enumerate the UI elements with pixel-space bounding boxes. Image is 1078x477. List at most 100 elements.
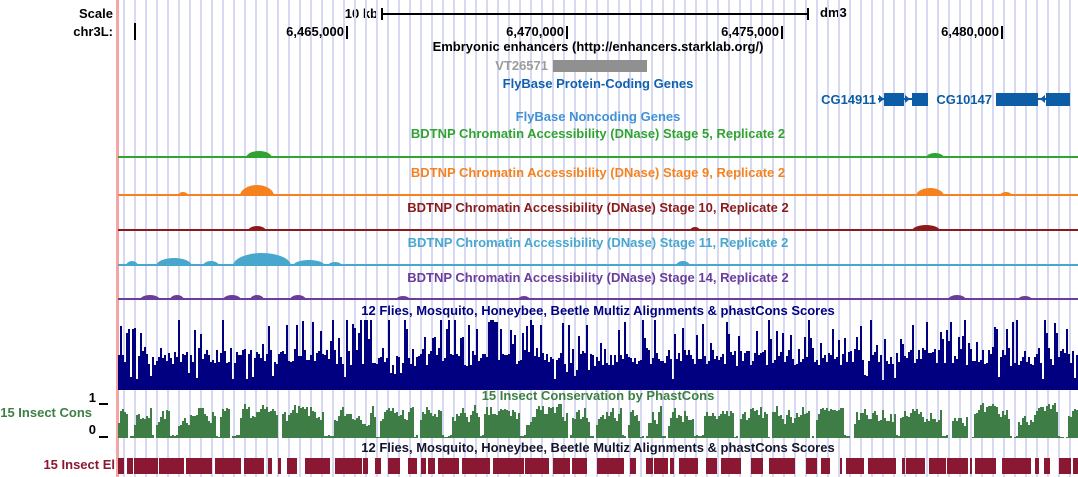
insect-els-track[interactable] [118, 457, 1078, 474]
track-label-multiz-elements[interactable]: 12 Flies, Mosquito, Honeybee, Beetle Mul… [361, 440, 835, 455]
phastcons-left-label[interactable]: 15 Insect Cons [0, 405, 92, 420]
dnase-signal-line-2[interactable] [118, 217, 1078, 231]
multiz-bar [1066, 329, 1068, 390]
multiz-bar [892, 364, 894, 390]
multiz-bar [398, 357, 400, 390]
enhancer-item-box[interactable] [553, 60, 647, 72]
track-label-dnase-2[interactable]: BDTNP Chromatin Accessibility (DNase) St… [407, 200, 789, 215]
multiz-bar [320, 331, 322, 390]
multiz-bar [828, 353, 830, 390]
multiz-bar [130, 377, 132, 390]
conserved-element-block [654, 458, 668, 474]
dnase-signal-line-3[interactable] [118, 252, 1078, 266]
gene-name-label[interactable]: CG10147 [936, 92, 992, 107]
multiz-bar [1026, 362, 1028, 390]
multiz-bar [1020, 361, 1022, 390]
phastcons-bar [904, 411, 906, 438]
dnase-signal-line-4[interactable] [118, 286, 1078, 300]
multiz-bar [1024, 351, 1026, 390]
gridline [871, 0, 873, 477]
multiz-bar [250, 350, 252, 390]
multiz-bar [756, 331, 758, 390]
multiz-bar [140, 333, 142, 390]
phastcons-bar [182, 421, 184, 438]
multiz-histogram[interactable] [118, 319, 1078, 390]
multiz-bar [244, 349, 246, 390]
phastcons-bar [1074, 409, 1076, 438]
multiz-bar [622, 359, 624, 390]
gridline [266, 0, 268, 477]
multiz-bar [1058, 357, 1060, 390]
track-label-dnase-1[interactable]: BDTNP Chromatin Accessibility (DNase) St… [410, 165, 786, 180]
phastcons-bar [440, 411, 442, 438]
ruler-tick-label[interactable]: 6,470,000 [506, 24, 564, 39]
phastcons-wiggle[interactable] [118, 400, 1078, 438]
multiz-bar [218, 362, 220, 390]
ruler-tick-label[interactable]: 6,475,000 [721, 24, 779, 39]
track-label-dnase-0[interactable]: BDTNP Chromatin Accessibility (DNase) St… [410, 126, 786, 141]
gene-name-label[interactable]: CG14911 [821, 92, 876, 107]
multiz-bar [194, 330, 196, 390]
insect-els-left-label[interactable]: 15 Insect El [43, 457, 115, 472]
track-label-flybase-coding[interactable]: FlyBase Protein-Coding Genes [502, 76, 694, 91]
enhancer-item-label[interactable]: VT26571 [495, 58, 548, 73]
multiz-bar [1032, 365, 1034, 390]
ruler-tick [781, 26, 783, 39]
phastcons-bar [202, 408, 204, 438]
multiz-bar [286, 325, 288, 390]
multiz-bar [896, 353, 898, 390]
phastcons-bar [402, 410, 404, 438]
ruler-tick-label[interactable]: 6,480,000 [941, 24, 999, 39]
phastcons-bar [790, 417, 792, 438]
ruler-tick-label[interactable]: 6,465,000 [286, 24, 344, 39]
gene-exon-box[interactable] [1046, 93, 1070, 106]
phastcons-bar [1050, 409, 1052, 438]
multiz-bar [872, 355, 874, 390]
phastcons-bar [420, 420, 422, 438]
multiz-bar [150, 376, 152, 390]
gene-exon-box[interactable] [884, 93, 904, 106]
gene-exon-box[interactable] [912, 93, 928, 106]
multiz-bar [572, 349, 574, 390]
phastcons-bar [194, 416, 196, 438]
multiz-bar [136, 379, 138, 390]
multiz-bar [700, 359, 702, 390]
gridline [1025, 0, 1027, 477]
phastcons-bar [350, 414, 352, 438]
multiz-bar [1002, 350, 1004, 390]
gridline [860, 0, 862, 477]
gridline [640, 0, 642, 477]
multiz-bar [884, 339, 886, 390]
track-label-dnase-3[interactable]: BDTNP Chromatin Accessibility (DNase) St… [407, 235, 789, 250]
signal-peak [233, 253, 291, 266]
track-label-multiz[interactable]: 12 Flies, Mosquito, Honeybee, Beetle Mul… [361, 303, 835, 318]
multiz-bar [536, 348, 538, 390]
conserved-element-block [630, 458, 636, 474]
multiz-bar [602, 365, 604, 390]
phastcons-bar [474, 405, 476, 438]
phastcons-bar [794, 418, 796, 438]
signal-peak [926, 153, 944, 158]
gridline [310, 0, 312, 477]
track-label-dnase-4[interactable]: BDTNP Chromatin Accessibility (DNase) St… [407, 270, 789, 285]
multiz-bar [524, 350, 526, 390]
dnase-signal-line-1[interactable] [118, 182, 1078, 196]
track-label-embryonic-enhancers[interactable]: Embryonic enhancers (http://enhancers.st… [432, 39, 764, 54]
multiz-bar [746, 351, 748, 390]
track-label-phastcons[interactable]: 15 Insect Conservation by PhastCons [481, 388, 715, 403]
phastcons-bar [996, 407, 998, 438]
phastcons-bar [952, 421, 954, 438]
gridline [805, 0, 807, 477]
dnase-signal-line-0[interactable] [118, 144, 1078, 158]
track-label-flybase-noncoding[interactable]: FlyBase Noncoding Genes [515, 109, 681, 124]
phastcons-bar [718, 416, 720, 438]
conserved-element-block [721, 458, 741, 474]
conserved-element-block [375, 458, 381, 474]
phastcons-bar [506, 410, 508, 438]
multiz-bar [498, 360, 500, 390]
multiz-bar [944, 363, 946, 390]
gene-exon-box[interactable] [996, 93, 1038, 106]
multiz-bar [158, 357, 160, 390]
phastcons-bar [868, 419, 870, 438]
phastcons-bar [1042, 407, 1044, 438]
